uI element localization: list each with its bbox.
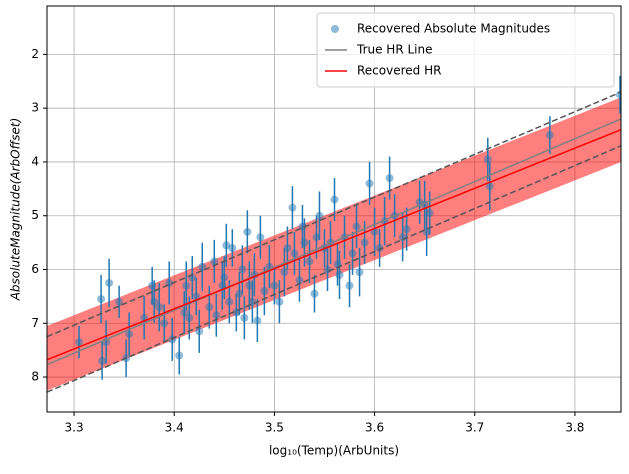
scatter-point xyxy=(330,195,339,204)
scatter-point xyxy=(97,295,106,304)
axes-frame xyxy=(46,5,622,413)
x-axis-label: log₁₀(Temp)(ArbUnits) xyxy=(269,444,399,458)
scatter-point xyxy=(238,265,247,274)
y-tick-label: 6 xyxy=(31,262,39,276)
scatter-point xyxy=(365,179,374,188)
dashed-line xyxy=(47,91,621,338)
scatter-point xyxy=(253,316,262,325)
y-tick-label: 7 xyxy=(31,316,39,330)
legend-label: True HR Line xyxy=(356,43,433,57)
scatter-point xyxy=(422,227,431,236)
scatter-point xyxy=(295,276,304,285)
scatter-point xyxy=(148,281,157,290)
scatter-point xyxy=(222,241,231,250)
scatter-point xyxy=(375,243,384,252)
scatter-point xyxy=(275,297,284,306)
line xyxy=(47,128,621,361)
scatter-point xyxy=(225,297,234,306)
line xyxy=(47,118,621,366)
legend-label: Recovered HR xyxy=(357,64,441,78)
scatter-point xyxy=(240,313,249,322)
scatter-point xyxy=(150,297,159,306)
legend-marker xyxy=(331,25,339,33)
scatter-point xyxy=(210,257,219,266)
scatter-point xyxy=(290,249,299,258)
legend: Recovered Absolute Magnitudes True HR Lin… xyxy=(316,12,615,88)
scatter-point xyxy=(260,287,269,296)
scatter-point xyxy=(212,311,221,320)
scatter-point xyxy=(398,233,407,242)
scatter-point xyxy=(485,182,494,191)
scatter-point xyxy=(385,174,394,183)
scatter-point xyxy=(198,262,207,271)
scatter-point xyxy=(182,281,191,290)
y-tick-label: 2 xyxy=(31,47,39,61)
y-axis-label: AbsoluteMagnitude(ArbOffset) xyxy=(9,118,23,302)
scatter-point xyxy=(195,327,204,336)
scatter-point xyxy=(180,308,189,317)
x-tick-label: 3.6 xyxy=(365,421,384,435)
scatter-point xyxy=(348,249,357,258)
plot-area xyxy=(47,75,621,393)
scatter-point xyxy=(220,273,229,282)
scatter-point xyxy=(280,268,289,277)
scatter-point xyxy=(545,131,554,140)
scatter-point xyxy=(115,297,124,306)
scatter-point xyxy=(402,225,411,234)
scatter-point xyxy=(310,289,319,298)
scatter-point xyxy=(218,281,227,290)
x-tick-label: 3.7 xyxy=(465,421,484,435)
scatter-point xyxy=(305,257,314,266)
scatter-point xyxy=(315,211,324,220)
scatter-point xyxy=(312,233,321,242)
scatter-point xyxy=(98,356,107,365)
y-tick-label: 3 xyxy=(31,101,39,115)
scatter-point xyxy=(105,278,114,287)
scatter-point xyxy=(243,227,252,236)
scatter-point xyxy=(360,238,369,247)
legend-label: Recovered Absolute Magnitudes xyxy=(357,22,550,36)
scatter-point xyxy=(228,243,237,252)
scatter-point xyxy=(283,243,292,252)
ticks: 3.3 3.4 3.5 3.6 3.7 3.8 2 3 4 5 6 7 8 xyxy=(31,47,584,435)
scatter-point xyxy=(288,203,297,212)
scatter-point xyxy=(352,222,361,231)
x-tick-label: 3.4 xyxy=(165,421,184,435)
scatter-point xyxy=(345,281,354,290)
scatter-point xyxy=(425,209,434,218)
scatter-point xyxy=(175,351,184,360)
dashed-line xyxy=(47,145,621,393)
x-tick-label: 3.5 xyxy=(265,421,284,435)
x-tick-label: 3.8 xyxy=(565,421,584,435)
y-tick-label: 4 xyxy=(31,154,39,168)
scatter-point xyxy=(235,289,244,298)
scatter-point xyxy=(185,313,194,322)
scatter-point xyxy=(335,270,344,279)
scatter-point xyxy=(160,319,169,328)
x-tick-label: 3.3 xyxy=(65,421,84,435)
scatter-point xyxy=(270,281,279,290)
scatter-point xyxy=(355,268,364,277)
legend-box xyxy=(316,12,615,88)
scatter-point xyxy=(300,238,309,247)
scatter-point xyxy=(245,281,254,290)
scatter-point xyxy=(155,303,164,312)
scatter-point xyxy=(75,338,84,347)
scatter-point xyxy=(205,303,214,312)
y-tick-label: 5 xyxy=(31,208,39,222)
scatter-point xyxy=(256,233,265,242)
scatter-point xyxy=(125,330,134,339)
scatter-point xyxy=(483,155,492,164)
y-tick-label: 8 xyxy=(31,370,39,384)
